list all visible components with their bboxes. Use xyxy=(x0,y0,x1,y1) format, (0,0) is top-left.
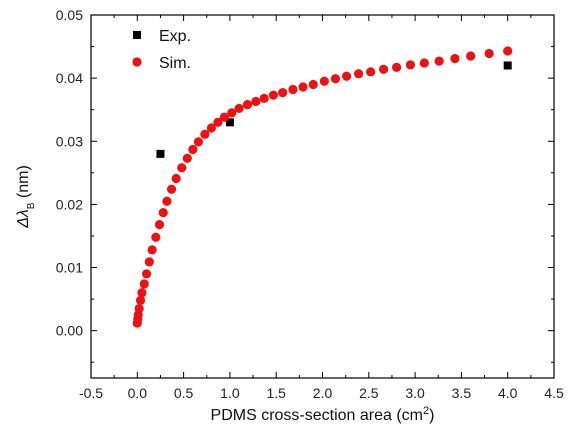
sim-point xyxy=(405,60,416,70)
sim-point xyxy=(234,103,244,114)
sim-point xyxy=(484,48,494,59)
sim-point xyxy=(288,84,298,95)
y-axis-title-sub: B xyxy=(26,202,37,209)
sim-point xyxy=(251,96,261,107)
sim-point xyxy=(158,207,168,218)
y-tick-label: 0.03 xyxy=(56,133,83,149)
sim-point xyxy=(503,46,513,56)
y-tick-label: 0.04 xyxy=(56,70,83,86)
sim-point xyxy=(466,51,476,61)
exp-point xyxy=(225,118,234,127)
sim-point xyxy=(330,74,341,84)
sim-point xyxy=(154,219,165,230)
legend-sim-marker xyxy=(132,57,142,67)
sim-point xyxy=(151,232,161,242)
legend: Exp. Sim. xyxy=(132,28,191,72)
x-axis-title-sup: 2 xyxy=(423,405,429,417)
x-tick-label: 3.5 xyxy=(452,385,472,401)
y-axis-title-tail: (nm) xyxy=(15,165,32,202)
x-axis-title-tail: ) xyxy=(429,407,434,424)
x-axis-title: PDMS cross-section area (cm2) xyxy=(211,405,435,424)
sim-point xyxy=(341,71,352,81)
sim-point xyxy=(366,67,376,77)
sim-point xyxy=(182,153,192,163)
exp-point xyxy=(503,61,512,70)
x-tick-label: 0.5 xyxy=(174,385,194,401)
legend-label: Sim. xyxy=(159,55,191,72)
sim-point xyxy=(162,196,172,206)
x-tick-label: 4.5 xyxy=(544,385,564,401)
y-tick-label: 0.02 xyxy=(56,196,83,212)
sim-point xyxy=(137,288,147,298)
sim-point xyxy=(450,53,460,64)
y-tick-label: 0.05 xyxy=(56,7,83,23)
sim-point xyxy=(188,144,198,155)
sim-point xyxy=(379,64,389,74)
sim-point xyxy=(177,163,187,173)
sim-point xyxy=(319,76,329,86)
sim-point xyxy=(134,303,144,314)
x-tick-label: 4.0 xyxy=(498,385,518,401)
x-tick-label: 0.0 xyxy=(128,385,148,401)
sim-point xyxy=(147,245,157,255)
sim-point xyxy=(268,90,279,100)
sim-point xyxy=(139,279,149,289)
sim-point xyxy=(308,79,318,90)
sim-point xyxy=(206,123,216,133)
x-axis-title-main: PDMS cross-section area (cm xyxy=(211,407,424,424)
legend-exp-marker xyxy=(133,31,141,39)
series-0 xyxy=(156,61,512,158)
x-tick-label: 3.0 xyxy=(405,385,425,401)
sim-point xyxy=(171,173,181,184)
sim-point xyxy=(219,112,229,122)
sim-point xyxy=(166,184,177,194)
sim-point xyxy=(434,56,444,66)
sim-point xyxy=(227,108,237,118)
legend-label: Exp. xyxy=(159,28,191,45)
x-tick-label: 2.5 xyxy=(359,385,379,401)
sim-point xyxy=(141,269,152,279)
sim-point xyxy=(213,117,223,127)
x-tick-label: 1.0 xyxy=(220,385,240,401)
sim-point xyxy=(200,129,210,139)
exp-point xyxy=(156,149,165,158)
y-tick-label: 0.00 xyxy=(56,323,83,339)
sim-point xyxy=(354,69,364,79)
plot-marks xyxy=(132,46,513,328)
x-tick-label: -0.5 xyxy=(79,385,103,401)
axis-ticks xyxy=(90,14,555,378)
series-1 xyxy=(132,46,513,328)
sim-point xyxy=(193,137,204,147)
axis-tick-labels: -0.5 0.0 0.5 1.0 1.5 2.0 2.5 3.0 3.5 4.0 4.5 0.00 0.… xyxy=(56,7,564,401)
sim-point xyxy=(419,58,429,68)
x-tick-label: 1.5 xyxy=(266,385,286,401)
x-tick-label: 2.0 xyxy=(313,385,333,401)
sim-point xyxy=(259,93,269,103)
sim-point xyxy=(242,100,253,110)
sim-point xyxy=(278,88,288,98)
sim-point xyxy=(298,82,308,92)
y-axis-title-main: Δλ xyxy=(15,209,32,229)
sim-point xyxy=(391,62,402,72)
y-tick-label: 0.01 xyxy=(56,260,83,276)
sim-point xyxy=(135,295,146,305)
y-axis-title: ΔλB (nm) xyxy=(15,165,37,229)
sim-point xyxy=(144,257,154,267)
